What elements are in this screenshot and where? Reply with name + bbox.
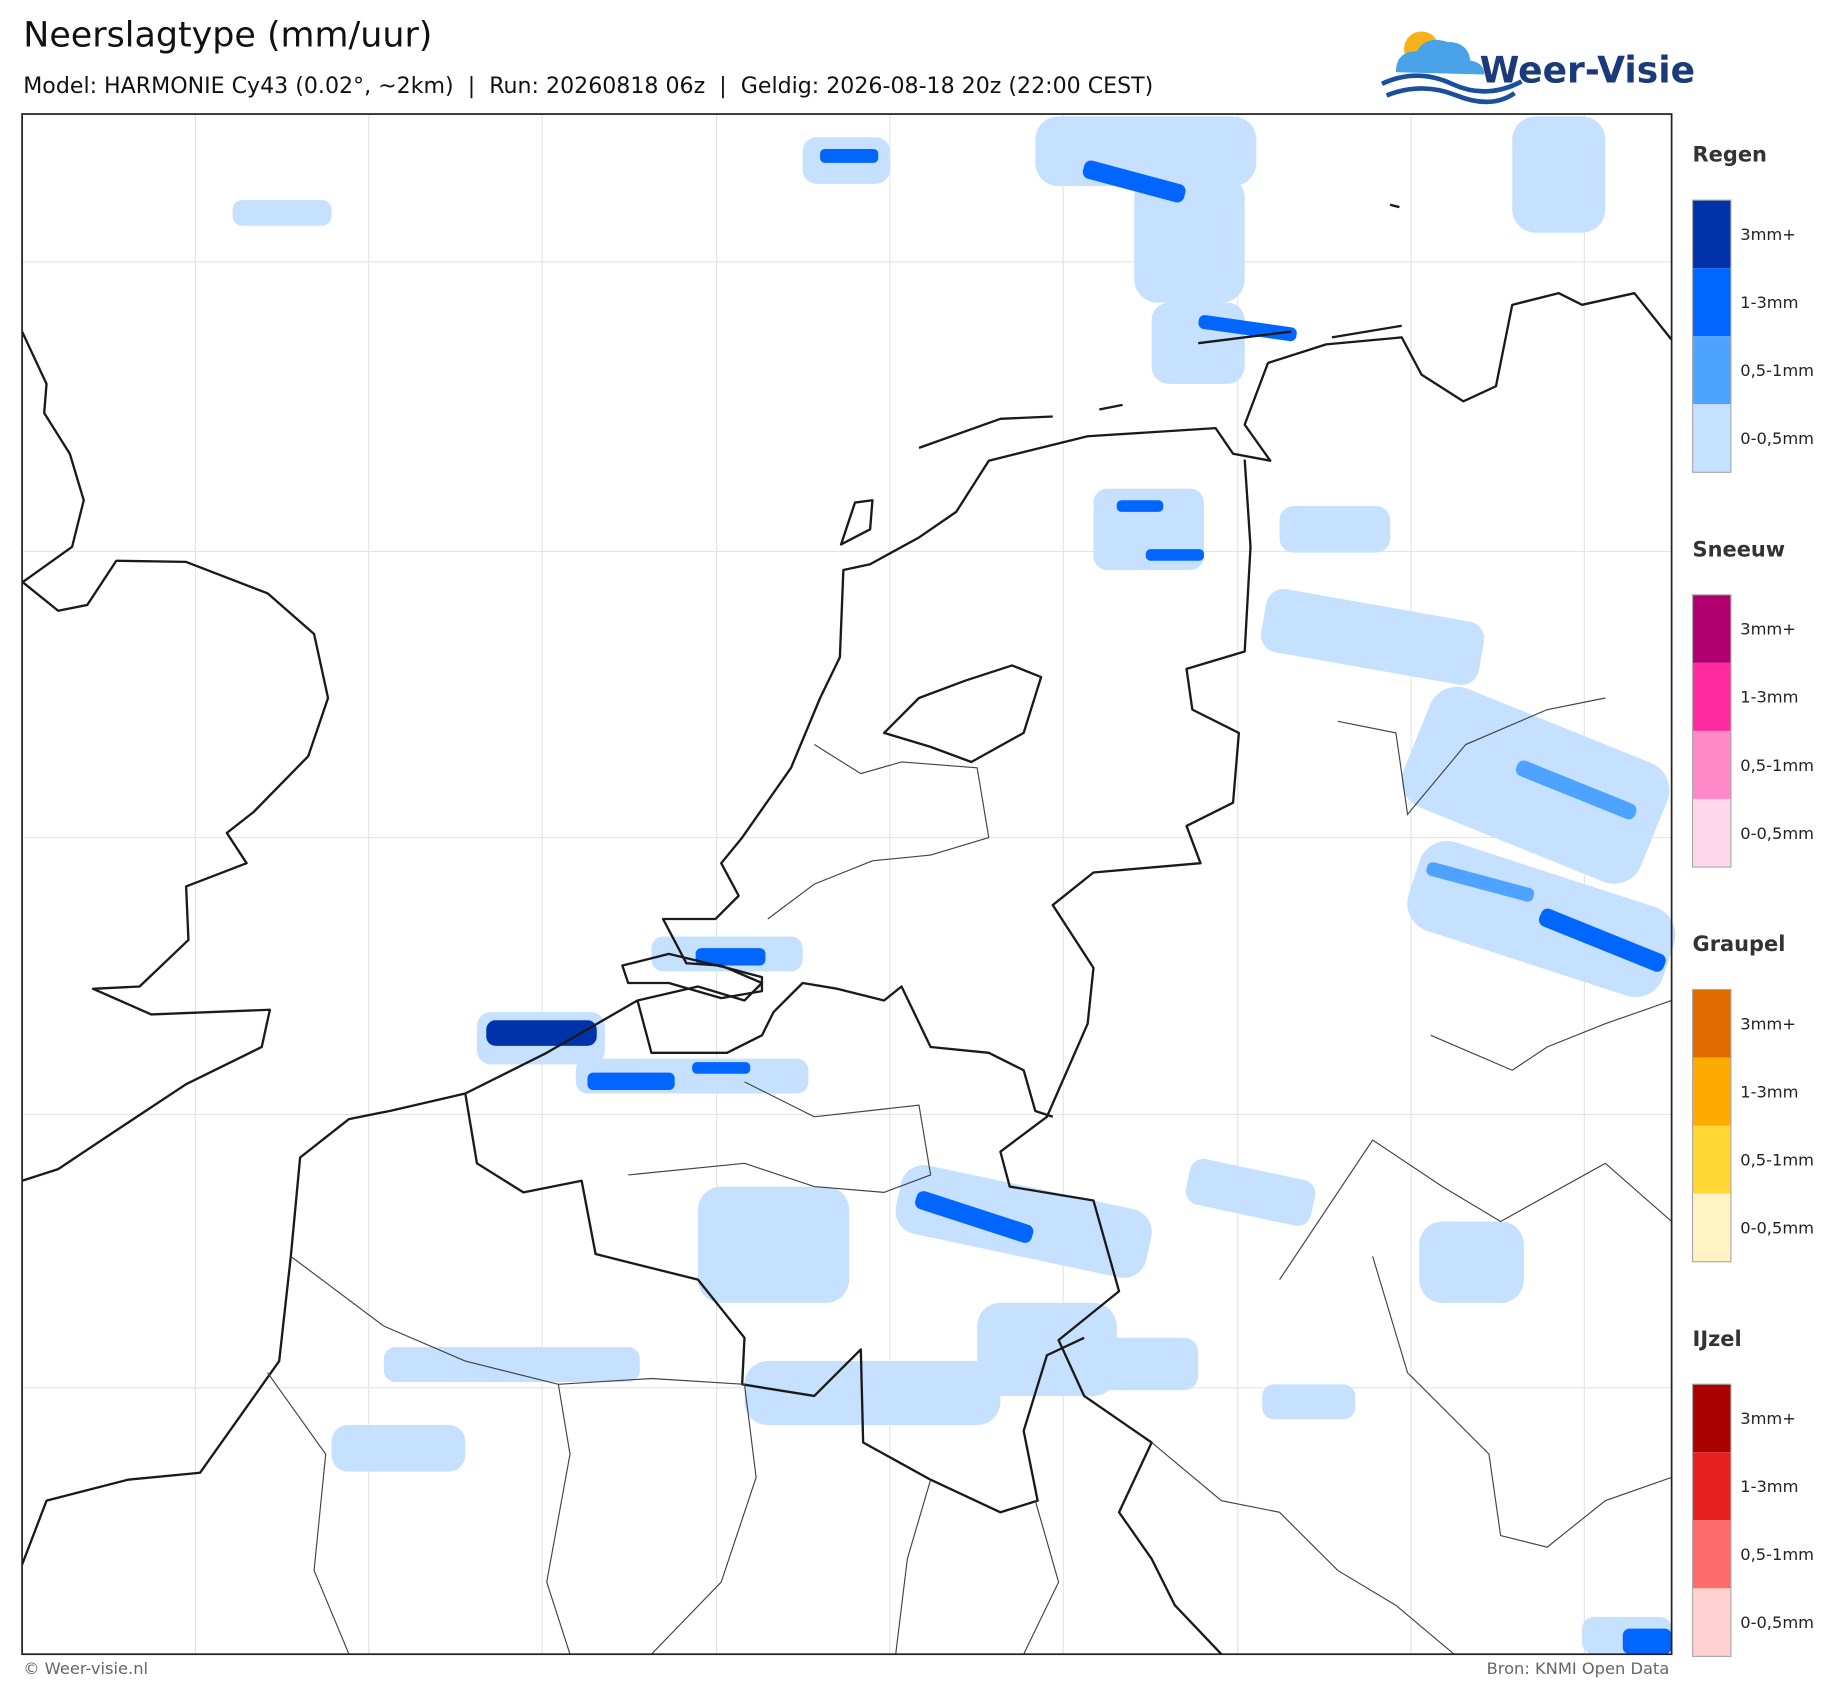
- legend-swatch: [1692, 798, 1731, 868]
- legend-swatch: [1692, 989, 1731, 1058]
- legend-swatch: [1692, 268, 1731, 337]
- legend-swatch: [1692, 594, 1731, 663]
- legend-label: 1-3mm: [1740, 293, 1798, 312]
- legend-label: 3mm+: [1740, 225, 1796, 244]
- legend-swatch: [1692, 404, 1731, 473]
- legend-label: 3mm+: [1740, 1014, 1796, 1033]
- legend-swatch: [1692, 1193, 1731, 1262]
- legend-group-title: Regen: [1693, 143, 1767, 167]
- copyright: © Weer-visie.nl: [23, 1659, 148, 1678]
- legend-swatch: [1692, 200, 1731, 269]
- legend-swatch-frame: [1691, 199, 1732, 473]
- legend-swatch-frame: [1691, 594, 1732, 868]
- legend-label: 1-3mm: [1740, 1082, 1798, 1101]
- legend-swatch: [1692, 1384, 1731, 1453]
- legend-group-title: Sneeuw: [1693, 537, 1786, 561]
- legend-label: 0,5-1mm: [1740, 361, 1814, 380]
- borders: [267, 459, 1672, 1656]
- map-frame: [21, 113, 1673, 1656]
- subtitle: Model: HARMONIE Cy43 (0.02°, ~2km) | Run…: [23, 73, 1153, 99]
- legend-label: 3mm+: [1740, 620, 1796, 639]
- map: [21, 113, 1676, 1656]
- legend-swatch: [1692, 662, 1731, 731]
- legend-label: 0,5-1mm: [1740, 1150, 1814, 1169]
- logo-waves: [1380, 73, 1523, 105]
- title: Neerslagtype (mm/uur): [23, 16, 432, 56]
- legend-swatch: [1692, 336, 1731, 405]
- legend-swatch: [1692, 1125, 1731, 1194]
- legend-swatch: [1692, 1520, 1731, 1589]
- legend-swatch-frame: [1691, 988, 1732, 1263]
- legend-swatch: [1692, 730, 1731, 799]
- legend-label: 0-0,5mm: [1740, 824, 1814, 843]
- legend-label: 0-0,5mm: [1740, 429, 1814, 448]
- legend-group-title: IJzel: [1693, 1327, 1742, 1351]
- coastlines: [21, 203, 1673, 1566]
- legend-label: 3mm+: [1740, 1409, 1796, 1428]
- legend-label: 0-0,5mm: [1740, 1613, 1814, 1632]
- logo-text: Weer-Visie: [1480, 50, 1695, 92]
- legend-label: 1-3mm: [1740, 1477, 1798, 1496]
- legend-label: 0,5-1mm: [1740, 1545, 1814, 1564]
- legend-swatch: [1692, 1452, 1731, 1521]
- legend-label: 0,5-1mm: [1740, 756, 1814, 775]
- logo: Weer-Visie: [1380, 31, 1695, 105]
- logo-cloud: [1395, 39, 1485, 75]
- source: Bron: KNMI Open Data: [1487, 1659, 1670, 1678]
- legend-label: 0-0,5mm: [1740, 1219, 1814, 1238]
- legend: Regen 3mm+ 1-3mm 0,5-1mm 0-0,5mm Sneeuw 3mm+ 1-…: [1691, 143, 1814, 1657]
- legend-swatch: [1692, 1588, 1731, 1657]
- legend-label: 1-3mm: [1740, 688, 1798, 707]
- legend-group-title: Graupel: [1693, 932, 1786, 956]
- precipitation: [232, 116, 1676, 1655]
- legend-swatch-frame: [1691, 1383, 1732, 1657]
- legend-swatch: [1692, 1057, 1731, 1126]
